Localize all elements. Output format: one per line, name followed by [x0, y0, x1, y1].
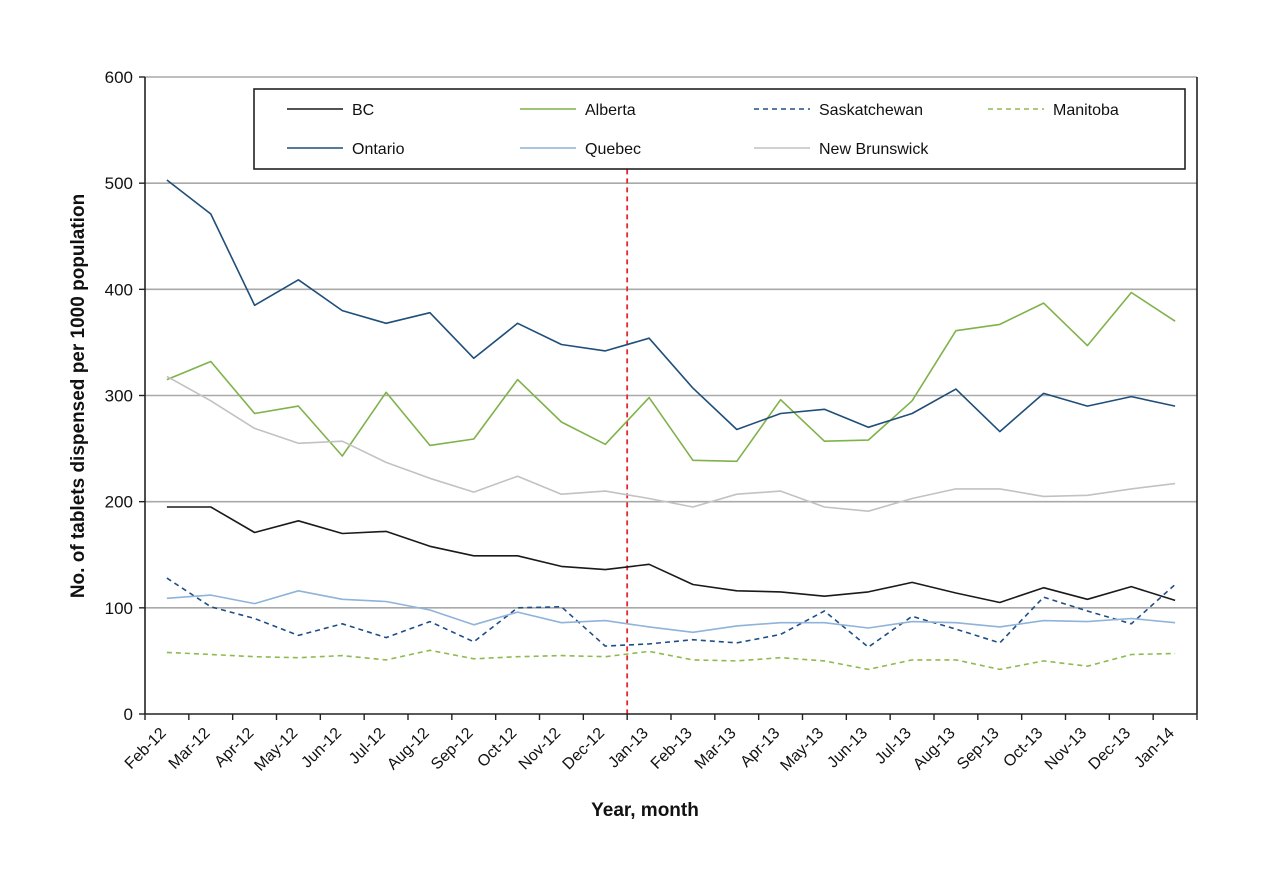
legend-label-quebec: Quebec: [585, 141, 641, 158]
x-tick-label-apr-12: Apr-12: [211, 725, 257, 771]
y-tick-label-600: 600: [105, 68, 133, 87]
x-tick-label-sep-12: Sep-12: [428, 725, 477, 774]
x-tick-label-sep-13: Sep-13: [954, 725, 1003, 774]
x-tick-label-oct-13: Oct-13: [1000, 725, 1046, 771]
legend-label-alberta: Alberta: [585, 102, 636, 119]
series-group: [166, 179, 1176, 671]
x-tick-label-mar-13: Mar-13: [692, 725, 740, 773]
x-tick-label-aug-12: Aug-12: [384, 725, 433, 774]
x-tick-label-jul-13: Jul-13: [872, 725, 915, 768]
axes: [139, 76, 1198, 720]
legend-label-ontario: Ontario: [352, 141, 405, 158]
x-tick-label-jan-14: Jan-14: [1131, 725, 1178, 772]
y-tick-labels: 0 100 200 300 400 500 600: [105, 68, 133, 724]
x-axis-title: Year, month: [591, 800, 699, 821]
series-line-bc: [166, 506, 1176, 604]
series-line-alberta: [166, 291, 1176, 463]
x-tick-label-may-12: May-12: [251, 725, 301, 775]
y-tick-label-500: 500: [105, 174, 133, 193]
y-tick-label-300: 300: [105, 387, 133, 406]
series-line-quebec: [166, 589, 1176, 634]
x-tick-label-feb-12: Feb-12: [122, 725, 170, 773]
x-tick-label-mar-12: Mar-12: [166, 725, 214, 773]
series-line-new-brunswick: [166, 375, 1176, 513]
x-tick-label-oct-12: Oct-12: [474, 725, 520, 771]
x-tick-label-jul-12: Jul-12: [346, 725, 389, 768]
series-line-manitoba: [166, 649, 1176, 671]
y-tick-label-400: 400: [105, 280, 133, 299]
x-tick-label-nov-13: Nov-13: [1042, 725, 1091, 774]
legend-label-bc: BC: [352, 102, 374, 119]
legend-label-manitoba: Manitoba: [1053, 102, 1119, 119]
legend-label-saskatchewan: Saskatchewan: [819, 102, 923, 119]
y-tick-label-200: 200: [105, 493, 133, 512]
x-tick-label-dec-12: Dec-12: [560, 725, 609, 774]
y-tick-label-100: 100: [105, 599, 133, 618]
legend: BC Alberta Saskatchewan Manitoba Ontario Queb…: [253, 88, 1186, 170]
x-tick-label-jun-12: Jun-12: [298, 725, 345, 772]
x-tick-label-nov-12: Nov-12: [516, 725, 565, 774]
gridlines: [145, 76, 1197, 609]
legend-label-new-brunswick: New Brunswick: [819, 141, 929, 158]
x-tick-label-dec-13: Dec-13: [1086, 725, 1135, 774]
x-tick-label-jan-13: Jan-13: [605, 725, 652, 772]
y-tick-label-0: 0: [124, 705, 133, 724]
series-line-ontario: [166, 179, 1176, 433]
x-tick-label-apr-13: Apr-13: [737, 725, 783, 771]
x-tick-label-may-13: May-13: [777, 725, 827, 775]
y-axis-title: No. of tablets dispensed per 1000 popula…: [68, 194, 89, 598]
x-tick-label-feb-13: Feb-13: [648, 725, 696, 773]
x-tick-label-jun-13: Jun-13: [824, 725, 871, 772]
legend-box: [253, 88, 1186, 170]
series-line-saskatchewan: [166, 577, 1176, 648]
x-tick-label-aug-13: Aug-13: [910, 725, 959, 774]
